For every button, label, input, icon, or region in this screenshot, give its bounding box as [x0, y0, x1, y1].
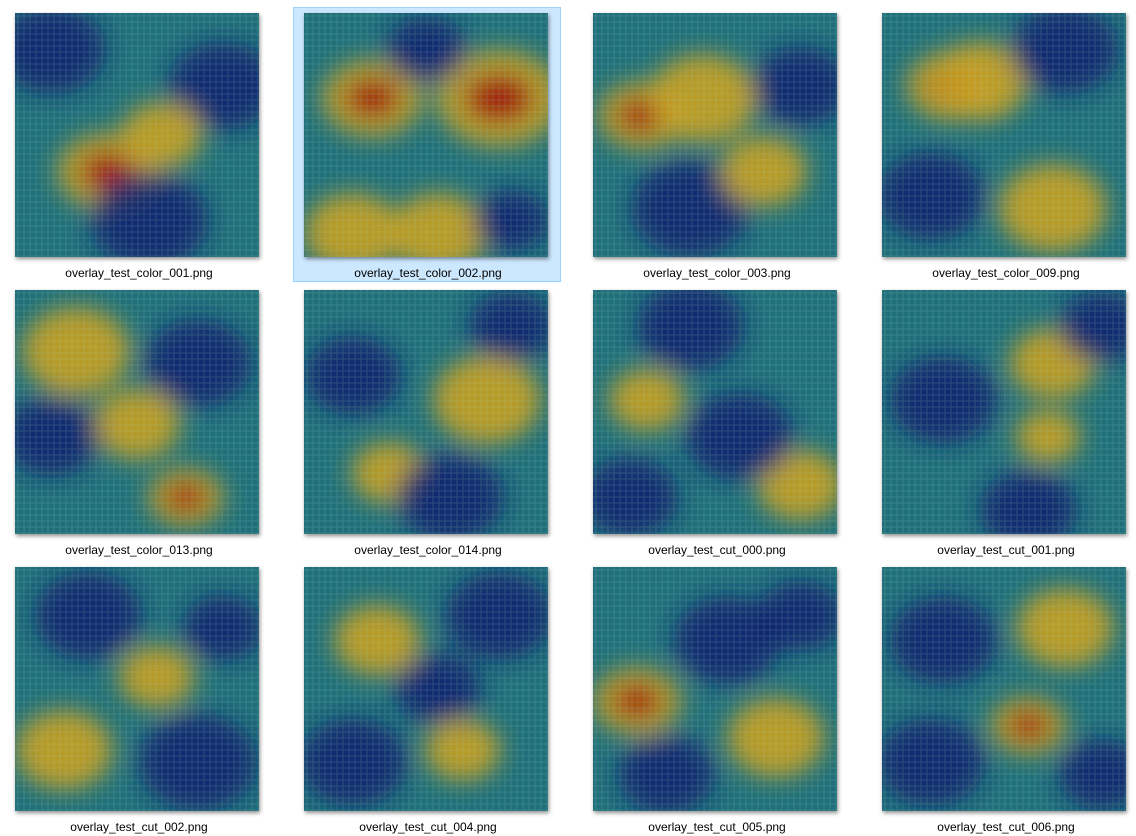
heatmap-image-icon	[304, 567, 548, 811]
heatmap-image-icon	[304, 13, 548, 257]
file-name: overlay_test_cut_005.png	[648, 820, 786, 834]
file-tile[interactable]: overlay_test_cut_000.png	[582, 284, 850, 559]
heatmap-image-icon	[882, 290, 1126, 534]
heatmap-thumbnail	[304, 13, 548, 257]
file-tile[interactable]: overlay_test_color_013.png	[4, 284, 272, 559]
heatmap-image-icon	[593, 13, 837, 257]
file-tile[interactable]: overlay_test_cut_006.png	[871, 561, 1136, 836]
heatmap-thumbnail	[593, 567, 837, 811]
heatmap-thumbnail	[882, 13, 1126, 257]
heatmap-image-icon	[882, 567, 1126, 811]
heatmap-thumbnail	[304, 567, 548, 811]
heatmap-thumbnail	[15, 13, 259, 257]
file-tile[interactable]: overlay_test_color_014.png	[293, 284, 561, 559]
heatmap-thumbnail	[882, 290, 1126, 534]
file-name: overlay_test_cut_006.png	[937, 820, 1075, 834]
file-name: overlay_test_color_003.png	[643, 266, 791, 280]
file-tile[interactable]: overlay_test_color_003.png	[582, 7, 850, 282]
heatmap-image-icon	[15, 13, 259, 257]
heatmap-image-icon	[593, 567, 837, 811]
heatmap-thumbnail	[882, 567, 1126, 811]
heatmap-image-icon	[593, 290, 837, 534]
file-name: overlay_test_cut_000.png	[648, 543, 786, 557]
file-name: overlay_test_cut_004.png	[359, 820, 497, 834]
file-name: overlay_test_color_001.png	[65, 266, 213, 280]
file-name: overlay_test_cut_002.png	[70, 820, 208, 834]
file-name: overlay_test_cut_001.png	[937, 543, 1075, 557]
heatmap-thumbnail	[15, 290, 259, 534]
heatmap-thumbnail	[593, 290, 837, 534]
file-name: overlay_test_color_014.png	[354, 543, 502, 557]
heatmap-thumbnail	[304, 290, 548, 534]
file-tile[interactable]: overlay_test_cut_001.png	[871, 284, 1136, 559]
file-name: overlay_test_color_002.png	[354, 266, 502, 280]
heatmap-thumbnail	[15, 567, 259, 811]
heatmap-image-icon	[15, 567, 259, 811]
file-name: overlay_test_color_009.png	[932, 266, 1080, 280]
heatmap-image-icon	[304, 290, 548, 534]
heatmap-image-icon	[15, 290, 259, 534]
file-tile[interactable]: overlay_test_color_009.png	[871, 7, 1136, 282]
file-tile[interactable]: overlay_test_color_001.png	[4, 7, 272, 282]
heatmap-thumbnail	[593, 13, 837, 257]
file-tile[interactable]: overlay_test_color_002.png	[293, 7, 561, 282]
file-tile[interactable]: overlay_test_cut_005.png	[582, 561, 850, 836]
file-tile[interactable]: overlay_test_cut_002.png	[4, 561, 272, 836]
file-tile[interactable]: overlay_test_cut_004.png	[293, 561, 561, 836]
heatmap-image-icon	[882, 13, 1126, 257]
file-name: overlay_test_color_013.png	[65, 543, 213, 557]
